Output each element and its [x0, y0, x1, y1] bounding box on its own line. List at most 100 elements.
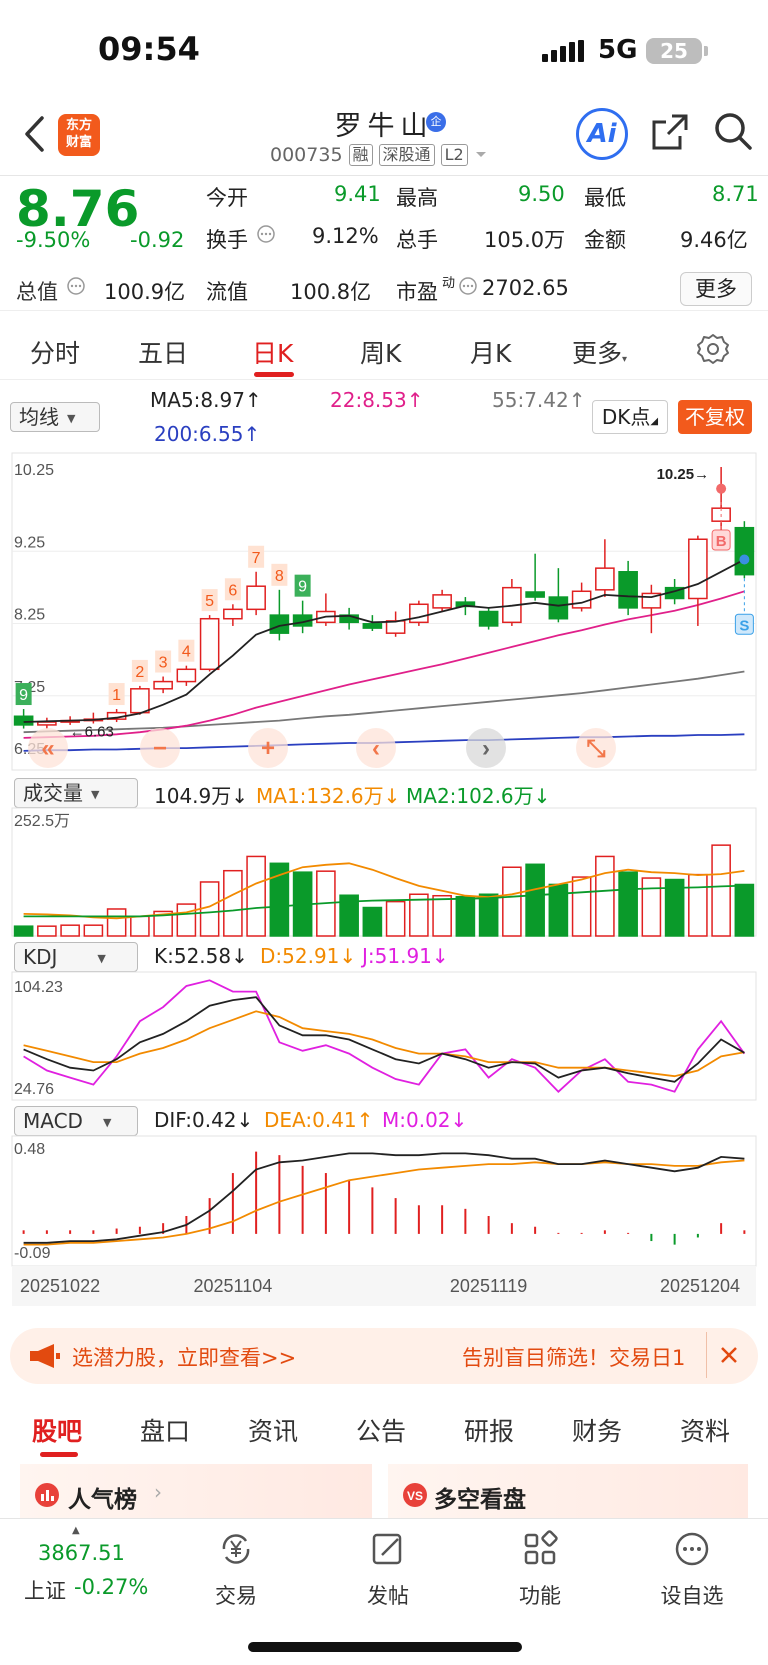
- triangle-icon: ▾: [622, 354, 628, 365]
- search-icon[interactable]: [712, 110, 754, 152]
- index-value[interactable]: 3867.51: [38, 1541, 125, 1565]
- chart-control-icon: ‹: [372, 735, 380, 762]
- caret-down-icon: ▼: [102, 1115, 112, 1129]
- tab-profile[interactable]: 资料: [680, 1417, 731, 1446]
- tab-pankou[interactable]: 盘口: [140, 1417, 191, 1446]
- candle-body: [734, 526, 755, 576]
- float-cap-label: 流值: [206, 280, 248, 304]
- amount-value: 9.46亿: [680, 228, 748, 252]
- tab-daily-k[interactable]: 日K: [252, 339, 294, 368]
- volume-bar: [385, 900, 406, 937]
- tab-research[interactable]: 研报: [464, 1417, 515, 1446]
- status-bar: 09:54 5G 25: [0, 0, 768, 100]
- nav-trade[interactable]: 交易: [176, 1529, 296, 1610]
- candle-body: [595, 567, 615, 591]
- info-icon[interactable]: [256, 224, 276, 244]
- high-value: 9.50: [518, 182, 565, 206]
- macd-panel-frame: [11, 1135, 757, 1267]
- low-label: 最低: [584, 186, 626, 210]
- volume-bar: [688, 873, 708, 937]
- volume-bar: [153, 910, 173, 937]
- volume-bar: [269, 862, 290, 937]
- nav-post[interactable]: 发帖: [328, 1529, 448, 1610]
- svg-text:VS: VS: [407, 1489, 423, 1503]
- ma-type-label: 均线: [19, 405, 59, 429]
- tab-five-day[interactable]: 五日: [138, 339, 189, 368]
- tab-intraday[interactable]: 分时: [30, 339, 81, 368]
- volume-bar: [432, 894, 452, 937]
- open-label: 今开: [206, 186, 248, 210]
- app-logo[interactable]: 东方 财富: [58, 114, 100, 156]
- info-icon[interactable]: [66, 276, 86, 296]
- nav-watchlist[interactable]: 设自选: [632, 1529, 752, 1610]
- candle-body: [478, 610, 499, 627]
- td-signal-green: [15, 683, 32, 706]
- price-panel-frame: [11, 452, 757, 771]
- tab-finance[interactable]: 财务: [572, 1417, 623, 1446]
- date-axis-band: [12, 1266, 756, 1306]
- date-axis-label: 20251119: [450, 1276, 527, 1296]
- volume-bar: [734, 883, 755, 937]
- battery-indicator: 25: [646, 38, 702, 64]
- nav-functions-label: 功能: [519, 1584, 561, 1608]
- info-icon[interactable]: [458, 276, 478, 296]
- popularity-card[interactable]: 人气榜 ›: [20, 1464, 372, 1520]
- tab-announcements[interactable]: 公告: [356, 1417, 407, 1446]
- price-axis-label: 10.25: [14, 462, 54, 479]
- volume-bar: [548, 883, 569, 937]
- share-icon[interactable]: [650, 112, 690, 152]
- volume-bar: [525, 863, 545, 937]
- volume-ma2-line: [23, 884, 745, 918]
- tab-weekly-k[interactable]: 周K: [360, 339, 402, 368]
- td-signal-label: 7: [252, 550, 261, 567]
- volume-bar: [711, 844, 731, 937]
- caret-down-icon: ▼: [91, 787, 100, 801]
- stock-chart[interactable]: 10.259.258.257.256.25912345678910.25→←6.…: [0, 450, 768, 1310]
- kdj-d-line: [23, 1010, 745, 1078]
- volume-bar: [339, 894, 359, 937]
- volume-dropdown[interactable]: 成交量 ▼: [14, 778, 138, 808]
- ma55-value: 55:7.42↑: [492, 388, 586, 412]
- stock-header: 东方 财富 罗牛山 企 000735 融 深股通 L2 Ai: [0, 100, 768, 176]
- kdj-k-value: K:52.58↓: [154, 944, 248, 968]
- index-name: 上证: [24, 1579, 66, 1603]
- high-dot: [716, 483, 727, 494]
- promo-banner[interactable]: 选潜力股，立即查看>> 告别盲目筛选！交易日1: [10, 1328, 758, 1384]
- macd-dif-line: [23, 1152, 745, 1244]
- megaphone-icon: [30, 1344, 60, 1368]
- tab-more[interactable]: 更多▾: [572, 334, 627, 370]
- candle-body: [246, 585, 266, 611]
- chart-control-button: [28, 728, 68, 768]
- tab-news[interactable]: 资讯: [248, 1417, 299, 1446]
- ai-button[interactable]: Ai: [576, 108, 628, 160]
- ma-type-dropdown[interactable]: 均线 ▼: [10, 402, 100, 432]
- kdj-dropdown[interactable]: KDJ ▼: [14, 942, 138, 972]
- more-button[interactable]: 更多: [680, 272, 752, 306]
- no-adjust-button[interactable]: 不复权: [678, 400, 752, 434]
- close-icon[interactable]: [718, 1344, 740, 1366]
- tab-monthly-k[interactable]: 月K: [470, 339, 512, 368]
- td-signal-label: 9: [19, 687, 28, 704]
- tab-more-label: 更多: [572, 339, 623, 368]
- settings-gear-icon[interactable]: [696, 332, 730, 366]
- logo-line-2: 财富: [65, 135, 92, 150]
- ma200-value: 200:6.55↑: [154, 422, 261, 446]
- chevron-down-icon[interactable]: [474, 150, 488, 160]
- long-short-card[interactable]: VS 多空看盘: [388, 1464, 748, 1520]
- pe-superscript: 动: [442, 276, 456, 291]
- nav-functions[interactable]: 功能: [480, 1529, 600, 1610]
- macd-dropdown[interactable]: MACD ▼: [14, 1106, 138, 1136]
- candle-body: [571, 590, 592, 609]
- tag-margin: 融: [348, 144, 373, 166]
- volume-ma1: MA1:132.6万↓: [256, 784, 401, 808]
- active-subtab-indicator: [40, 1452, 78, 1457]
- td-signal-red: [248, 545, 265, 568]
- back-arrow-icon[interactable]: [22, 114, 46, 154]
- td-signal-label: 9: [298, 579, 307, 596]
- kdj-axis-max: 104.23: [14, 979, 63, 996]
- td-signal-label: 5: [205, 593, 214, 610]
- tab-guba[interactable]: 股吧: [32, 1417, 83, 1446]
- td-signal-red: [155, 650, 172, 673]
- dk-point-button[interactable]: DK点◢: [592, 400, 668, 434]
- high-label: 最高: [396, 186, 438, 210]
